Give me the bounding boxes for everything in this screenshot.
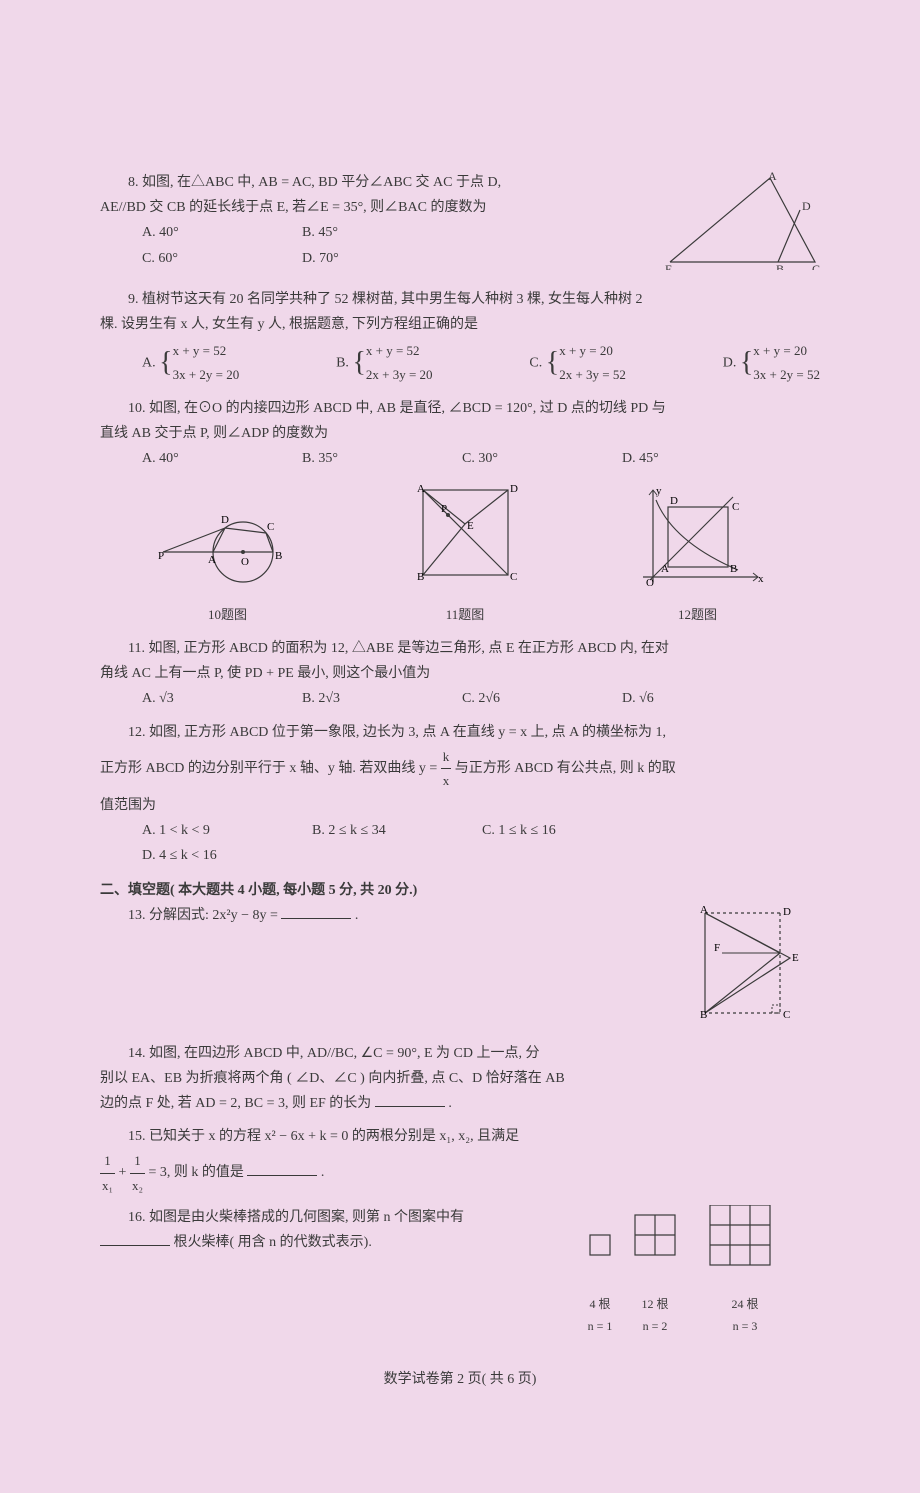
svg-text:O: O bbox=[646, 577, 654, 589]
q11-stem2: 角线 AC 上有一点 P, 使 PD + PE 最小, 则这个最小值为 bbox=[100, 661, 820, 686]
circle-tangent-icon: P A O B C D bbox=[153, 497, 303, 592]
fig10: P A O B C D 10题图 bbox=[153, 497, 303, 627]
q14-figure: A D B C E F bbox=[690, 903, 820, 1032]
svg-text:A: A bbox=[768, 170, 777, 183]
svg-text:D: D bbox=[510, 483, 518, 495]
fig12: O x y A B C D 12题图 bbox=[628, 482, 768, 627]
q12-stem1: 12. 如图, 正方形 ABCD 位于第一象限, 边长为 3, 点 A 在直线 … bbox=[100, 720, 820, 745]
coord-square-hyperbola-icon: O x y A B C D bbox=[628, 482, 768, 592]
matchstick-pattern-icon bbox=[580, 1205, 820, 1285]
q11-optB: B. 2√3 bbox=[302, 686, 412, 711]
fold-trapezoid-icon: A D B C E F bbox=[690, 903, 820, 1023]
svg-text:B: B bbox=[417, 571, 424, 583]
question-9: 9. 植树节这天有 20 名同学共种了 52 棵树苗, 其中男生每人种树 3 棵… bbox=[100, 287, 820, 388]
q9-optC: C. {x + y = 202x + 3y = 52 bbox=[529, 338, 625, 388]
page-footer: 数学试卷第 2 页( 共 6 页) bbox=[100, 1367, 820, 1392]
svg-text:C: C bbox=[267, 521, 274, 533]
svg-text:D: D bbox=[802, 199, 811, 213]
svg-text:C: C bbox=[510, 571, 517, 583]
q12-optB: B. 2 ≤ k ≤ 34 bbox=[312, 818, 462, 843]
svg-text:B: B bbox=[776, 262, 784, 270]
q12-optC: C. 1 ≤ k ≤ 16 bbox=[482, 818, 632, 843]
q11-stem1: 11. 如图, 正方形 ABCD 的面积为 12, △ABE 是等边三角形, 点… bbox=[100, 636, 820, 661]
question-16: 4 根n = 1 12 根n = 2 24 根n = 3 16. 如图是由火柴棒… bbox=[100, 1205, 820, 1337]
q14-blank bbox=[375, 1106, 445, 1107]
svg-text:x: x bbox=[758, 573, 764, 585]
svg-text:C: C bbox=[732, 501, 739, 513]
q13-stem: 13. 分解因式: 2x²y − 8y = bbox=[128, 908, 281, 923]
svg-text:D: D bbox=[783, 906, 791, 918]
q10-optD: D. 45° bbox=[622, 446, 732, 471]
svg-text:D: D bbox=[670, 495, 678, 507]
svg-text:C: C bbox=[812, 262, 820, 270]
q16-blank bbox=[100, 1245, 170, 1246]
triangle-abc-icon: A D B C E bbox=[660, 170, 820, 270]
svg-text:D: D bbox=[221, 514, 229, 526]
svg-text:A: A bbox=[417, 483, 425, 495]
svg-text:y: y bbox=[656, 485, 662, 497]
q12-stem3: 值范围为 bbox=[100, 793, 820, 818]
q9-stem1: 9. 植树节这天有 20 名同学共种了 52 棵树苗, 其中男生每人种树 3 棵… bbox=[100, 287, 820, 312]
section-2-title: 二、填空题( 本大题共 4 小题, 每小题 5 分, 共 20 分.) bbox=[100, 878, 820, 903]
svg-text:A: A bbox=[208, 554, 216, 566]
svg-text:A: A bbox=[661, 563, 669, 575]
q10-optA: A. 40° bbox=[142, 446, 252, 471]
q8-optC: C. 60° bbox=[142, 246, 252, 271]
svg-text:B: B bbox=[730, 563, 737, 575]
question-10: 10. 如图, 在⊙O 的内接四边形 ABCD 中, AB 是直径, ∠BCD … bbox=[100, 396, 820, 626]
q16-figure: 4 根n = 1 12 根n = 2 24 根n = 3 bbox=[580, 1205, 820, 1337]
q15-blank bbox=[247, 1175, 317, 1176]
svg-text:E: E bbox=[792, 952, 799, 964]
figure-row: P A O B C D 10题图 A D B bbox=[100, 482, 820, 627]
q11-optC: C. 2√6 bbox=[462, 686, 572, 711]
svg-text:P: P bbox=[441, 503, 447, 515]
question-8: A D B C E 8. 如图, 在△ABC 中, AB = AC, BD 平分… bbox=[100, 170, 820, 279]
svg-text:A: A bbox=[700, 904, 708, 916]
q8-optD: D. 70° bbox=[302, 246, 412, 271]
q11-optD: D. √6 bbox=[622, 686, 732, 711]
question-11: 11. 如图, 正方形 ABCD 的面积为 12, △ABE 是等边三角形, 点… bbox=[100, 636, 820, 712]
q12-stem2: 正方形 ABCD 的边分别平行于 x 轴、y 轴. 若双曲线 y = kx 与正… bbox=[100, 745, 820, 793]
q9-optB: B. {x + y = 522x + 3y = 20 bbox=[336, 338, 432, 388]
q8-optA: A. 40° bbox=[142, 220, 252, 245]
q10-stem1: 10. 如图, 在⊙O 的内接四边形 ABCD 中, AB 是直径, ∠BCD … bbox=[100, 396, 820, 421]
svg-text:F: F bbox=[714, 942, 720, 954]
fig11: A D B C E P 11题图 bbox=[408, 482, 523, 627]
question-13: A D B C E F 13. 分解因式: 2x²y − 8y = . bbox=[100, 903, 820, 1032]
question-14: 14. 如图, 在四边形 ABCD 中, AD//BC, ∠C = 90°, E… bbox=[100, 1041, 820, 1117]
square-equitriangle-icon: A D B C E P bbox=[408, 482, 523, 592]
q8-figure: A D B C E bbox=[660, 170, 820, 279]
q11-optA: A. √3 bbox=[142, 686, 252, 711]
svg-text:E: E bbox=[665, 262, 672, 270]
svg-text:B: B bbox=[700, 1009, 707, 1021]
svg-text:P: P bbox=[158, 550, 164, 562]
svg-text:E: E bbox=[467, 520, 474, 532]
question-12: 12. 如图, 正方形 ABCD 位于第一象限, 边长为 3, 点 A 在直线 … bbox=[100, 720, 820, 869]
svg-text:B: B bbox=[275, 550, 282, 562]
q12-optA: A. 1 < k < 9 bbox=[142, 818, 292, 843]
question-15: 15. 已知关于 x 的方程 x² − 6x + k = 0 的两根分别是 x₁… bbox=[100, 1124, 820, 1197]
q9-stem2: 棵. 设男生有 x 人, 女生有 y 人, 根据题意, 下列方程组正确的是 bbox=[100, 312, 820, 337]
q13-blank bbox=[281, 918, 351, 919]
q9-optD: D. {x + y = 203x + 2y = 52 bbox=[723, 338, 820, 388]
q8-optB: B. 45° bbox=[302, 220, 412, 245]
q12-optD: D. 4 ≤ k < 16 bbox=[142, 843, 292, 868]
q9-optA: A. {x + y = 523x + 2y = 20 bbox=[142, 338, 239, 388]
svg-text:C: C bbox=[783, 1009, 790, 1021]
svg-text:O: O bbox=[241, 556, 249, 568]
q10-optC: C. 30° bbox=[462, 446, 572, 471]
q10-optB: B. 35° bbox=[302, 446, 412, 471]
q10-stem2: 直线 AB 交于点 P, 则∠ADP 的度数为 bbox=[100, 421, 820, 446]
